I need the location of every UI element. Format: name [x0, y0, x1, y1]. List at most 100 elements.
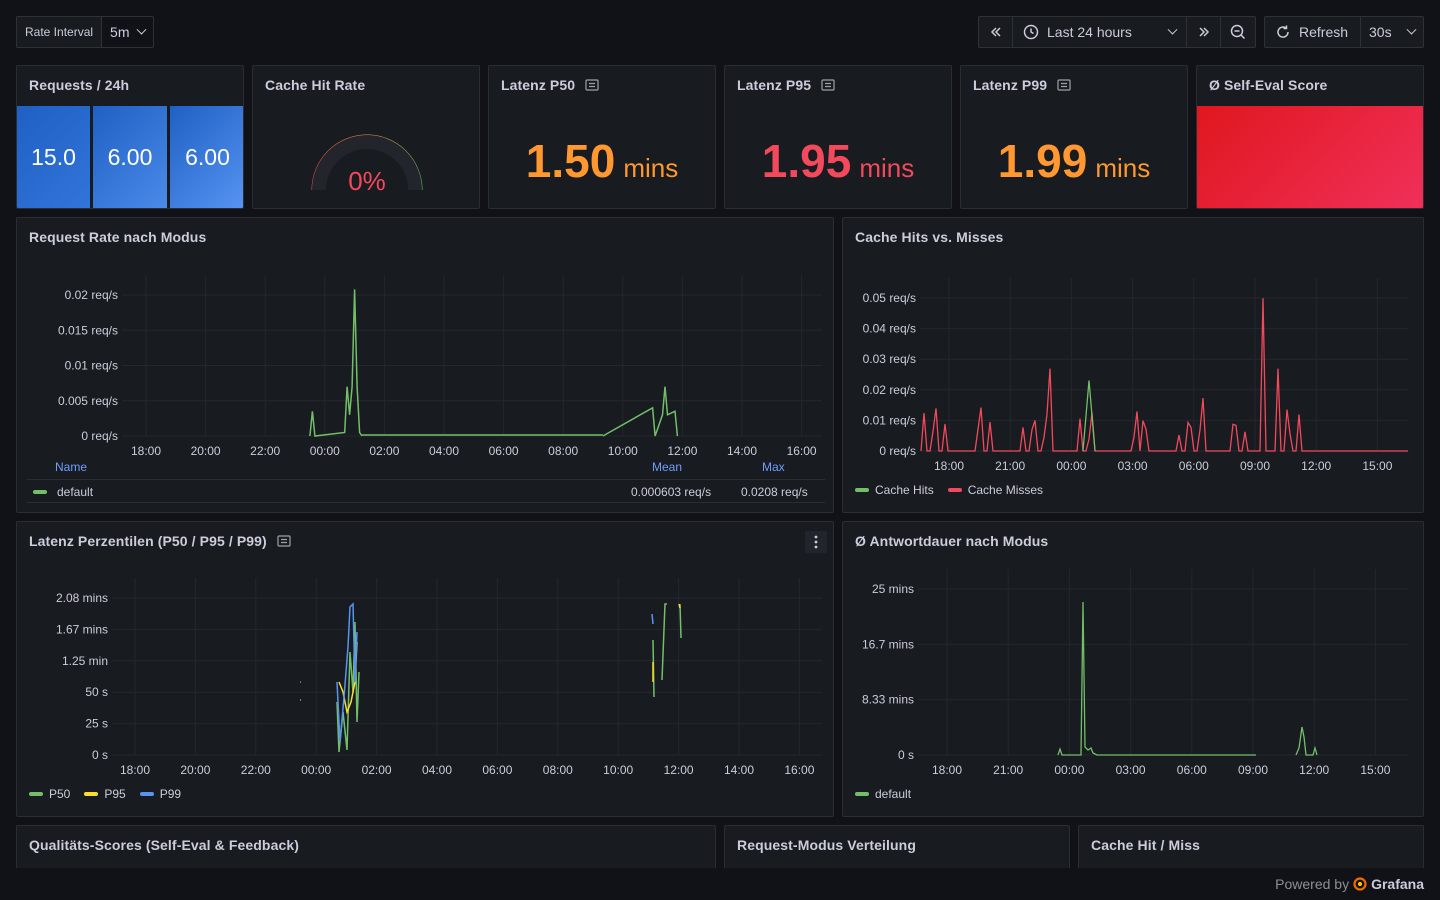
refresh-controls: Refresh 30s: [1264, 16, 1424, 48]
dashboard-toolbar: Rate Interval 5m Last 24 hours Refresh 3…: [0, 0, 1440, 64]
y-tick-label: 0.02 req/s: [65, 288, 118, 302]
panel-latency-p99[interactable]: Latenz P99 1.99 mins: [960, 65, 1188, 209]
series-line-cache-misses: [920, 298, 1408, 452]
y-tick-label: 8.33 mins: [862, 693, 914, 707]
description-icon: [585, 79, 599, 91]
time-range-picker[interactable]: Last 24 hours: [1013, 17, 1187, 47]
y-tick-label: 0.005 req/s: [58, 394, 118, 408]
legend-swatch: [947, 488, 962, 492]
panel-title: Latenz Perzentilen (P50 / P95 / P99): [29, 533, 291, 549]
panel-title-text: Latenz P50: [501, 77, 576, 93]
x-tick-label: 18:00: [934, 459, 964, 473]
latency-percentile-chart: 0 s 25 s 50 s 1.25 min 1.67 mins 2.08 mins 18:…: [56, 578, 822, 777]
x-tick-label: 21:00: [995, 459, 1025, 473]
double-chevron-left-icon: [990, 27, 1001, 37]
x-tick-label: 06:00: [489, 444, 519, 458]
panel-latency-p50[interactable]: Latenz P50 1.50 mins: [488, 65, 716, 209]
cache-hits-chart: 0 req/s 0.01 req/s 0.02 req/s 0.03 req/s 0.0…: [863, 278, 1408, 473]
rate-interval-select[interactable]: 5m: [102, 17, 152, 47]
legend-swatch: [33, 490, 47, 494]
x-tick-label: 10:00: [603, 763, 633, 777]
y-tick-label: 1.67 mins: [56, 622, 108, 636]
legend-item[interactable]: P99: [139, 787, 181, 801]
panel-menu-button[interactable]: [805, 531, 827, 553]
grafana-brand: Grafana: [1371, 876, 1424, 892]
legend: Cache Hits Cache Misses: [855, 483, 1043, 497]
refresh-interval-picker[interactable]: 30s: [1361, 17, 1423, 47]
x-tick-label: 15:00: [1362, 459, 1392, 473]
x-tick-label: 00:00: [1056, 459, 1086, 473]
x-tick-label: 18:00: [932, 763, 962, 777]
stat-value: 1.50 mins: [525, 135, 679, 187]
x-tick-label: 12:00: [1299, 763, 1329, 777]
gauge-track: [312, 135, 422, 191]
panel-latency-percentiles[interactable]: Latenz Perzentilen (P50 / P95 / P99) 0 s…: [16, 521, 834, 817]
time-range-label: Last 24 hours: [1047, 24, 1132, 40]
zoom-out-button[interactable]: [1221, 17, 1255, 47]
rate-interval-variable[interactable]: Rate Interval 5m: [16, 16, 154, 48]
panel-cache-hit-rate[interactable]: Cache Hit Rate 0%: [252, 65, 480, 209]
y-tick-label: 2.08 mins: [56, 591, 108, 605]
panel-cache-hits-misses[interactable]: Cache Hits vs. Misses 0 req/s 0.01 req/s 0…: [842, 217, 1424, 513]
panel-request-rate[interactable]: Request Rate nach Modus 0 req/s 0.005 req…: [16, 217, 834, 513]
y-tick-label: 0.03 req/s: [863, 352, 916, 366]
time-range-controls: Last 24 hours: [978, 16, 1256, 48]
legend-item[interactable]: Cache Misses: [947, 483, 1043, 497]
stat-tile: [1197, 106, 1423, 208]
panel-requests-24h[interactable]: Requests / 24h 15.0 6.00 6.00: [16, 65, 244, 209]
panel-title: Ø Antwortdauer nach Modus: [855, 533, 1049, 549]
p99-segment: [336, 602, 358, 743]
series-line-default: [309, 289, 679, 437]
panel-title: Cache Hit Rate: [265, 77, 366, 93]
avg-duration-chart: 0 s 8.33 mins 16.7 mins 25 mins 18:00 21:00 00…: [862, 569, 1408, 777]
panel-title-text: Latenz P95: [737, 77, 812, 93]
description-icon: [1057, 79, 1071, 91]
x-tick-label: 08:00: [543, 763, 573, 777]
legend-item[interactable]: default: [855, 787, 911, 801]
x-tick-label: 18:00: [120, 763, 150, 777]
grafana-logo-icon: [1353, 877, 1367, 891]
legend-item[interactable]: P50: [29, 787, 70, 801]
y-tick-label: 16.7 mins: [862, 637, 914, 651]
powered-by-text: Powered by: [1275, 876, 1350, 892]
legend-mean: 0.000603 req/s: [631, 485, 712, 499]
double-chevron-right-icon: [1198, 27, 1209, 37]
x-tick-label: 06:00: [1177, 763, 1207, 777]
clock-icon: [1023, 24, 1039, 40]
y-tick-label: 0 req/s: [81, 429, 118, 443]
x-tick-label: 02:00: [369, 444, 399, 458]
legend-item[interactable]: P95: [84, 787, 126, 801]
x-tick-label: 00:00: [301, 763, 331, 777]
y-tick-label: 0 s: [92, 748, 108, 762]
x-tick-label: 14:00: [724, 763, 754, 777]
p50-segment: [652, 603, 682, 698]
panel-title: Ø Self-Eval Score: [1209, 77, 1328, 93]
legend-item[interactable]: Cache Hits: [855, 483, 934, 497]
series-line-default: [1057, 601, 1318, 756]
time-shift-forward-button[interactable]: [1187, 17, 1221, 47]
series-line-cache-hits: [1082, 380, 1096, 452]
legend-row[interactable]: default 0.000603 req/s 0.0208 req/s: [27, 479, 825, 503]
y-tick-label: 0.04 req/s: [863, 322, 916, 336]
panel-title: Requests / 24h: [29, 77, 130, 93]
panel-latency-p95[interactable]: Latenz P95 1.95 mins: [724, 65, 952, 209]
powered-by[interactable]: Powered by Grafana: [1275, 876, 1424, 892]
rate-interval-value: 5m: [110, 24, 130, 40]
refresh-button[interactable]: Refresh: [1265, 17, 1361, 47]
panel-title-text: Latenz Perzentilen (P50 / P95 / P99): [29, 533, 267, 549]
time-shift-back-button[interactable]: [979, 17, 1013, 47]
gauge-value: 0%: [348, 166, 386, 196]
stat-tile: 6.00: [93, 106, 167, 208]
y-tick-label: 0.015 req/s: [58, 323, 118, 337]
x-tick-label: 10:00: [608, 444, 638, 458]
x-tick-label: 12:00: [664, 763, 694, 777]
panel-self-eval-score[interactable]: Ø Self-Eval Score: [1196, 65, 1424, 209]
y-tick-label: 25 s: [85, 717, 108, 731]
legend-swatch: [855, 792, 869, 796]
x-tick-label: 02:00: [362, 763, 392, 777]
description-icon: [821, 79, 835, 91]
x-tick-label: 12:00: [667, 444, 697, 458]
x-tick-label: 00:00: [1054, 763, 1084, 777]
legend-swatch: [855, 488, 869, 492]
panel-avg-response-duration[interactable]: Ø Antwortdauer nach Modus 0 s 8.33 mins 16…: [842, 521, 1424, 817]
